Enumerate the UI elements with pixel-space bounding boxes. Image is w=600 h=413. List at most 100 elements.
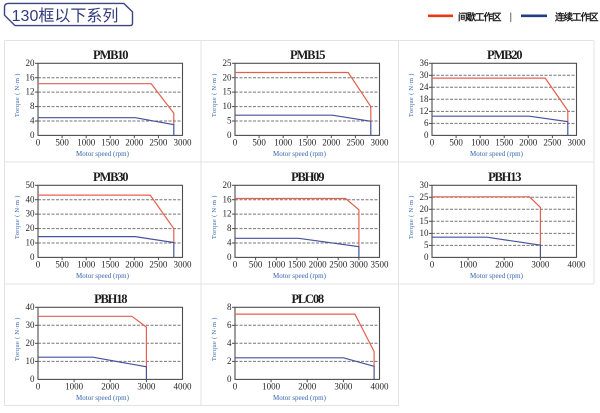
svg-text:Torque ( N·m ): Torque ( N·m ) [211,195,218,239]
svg-text:2000: 2000 [322,137,341,147]
svg-text:2500: 2500 [346,137,365,147]
svg-text:Motor speed (rpm): Motor speed (rpm) [470,150,524,158]
svg-text:30: 30 [26,209,36,219]
svg-text:0: 0 [430,137,435,147]
svg-text:40: 40 [26,194,36,204]
svg-text:6: 6 [227,320,232,330]
svg-text:0: 0 [227,130,232,140]
svg-text:2500: 2500 [543,137,562,147]
svg-text:Motor speed (rpm): Motor speed (rpm) [273,150,327,158]
svg-text:5: 5 [227,116,232,126]
svg-text:50: 50 [26,180,36,190]
svg-text:PMB30: PMB30 [93,170,128,184]
svg-text:1000: 1000 [77,137,96,147]
svg-text:4: 4 [227,338,232,348]
svg-text:30: 30 [26,320,36,330]
svg-text:2000: 2000 [298,381,317,391]
svg-text:500: 500 [252,137,266,147]
svg-text:2500: 2500 [149,137,168,147]
svg-text:|: | [510,12,513,23]
svg-text:36: 36 [420,58,430,68]
svg-text:3000: 3000 [137,381,156,391]
svg-text:0: 0 [36,259,41,269]
svg-text:2: 2 [227,356,232,366]
svg-text:0: 0 [30,252,35,262]
svg-text:8: 8 [227,223,232,233]
svg-text:500: 500 [449,137,463,147]
svg-text:0: 0 [227,252,232,262]
svg-text:0: 0 [36,381,41,391]
svg-text:30: 30 [420,180,430,190]
svg-text:1000: 1000 [262,381,281,391]
svg-text:20: 20 [26,223,36,233]
svg-text:Motor speed (rpm): Motor speed (rpm) [273,272,327,280]
svg-text:PLC08: PLC08 [291,292,323,306]
svg-text:15: 15 [223,87,233,97]
svg-text:20: 20 [26,338,36,348]
svg-text:20: 20 [223,180,233,190]
svg-text:1500: 1500 [495,137,514,147]
svg-text:3000: 3000 [174,259,193,269]
svg-text:0: 0 [30,130,35,140]
svg-text:18: 18 [420,94,430,104]
svg-text:2000: 2000 [495,259,514,269]
svg-text:3000: 3000 [371,137,390,147]
svg-text:4000: 4000 [568,259,587,269]
svg-text:Motor speed (rpm): Motor speed (rpm) [273,394,327,402]
svg-text:0: 0 [30,374,35,384]
svg-text:间歇工作区: 间歇工作区 [458,12,502,24]
svg-text:PBH09: PBH09 [291,170,324,184]
svg-text:12: 12 [420,106,429,116]
svg-text:1500: 1500 [298,137,317,147]
svg-text:1500: 1500 [288,259,307,269]
svg-text:500: 500 [55,259,69,269]
svg-text:10: 10 [26,356,36,366]
svg-text:3000: 3000 [174,137,193,147]
svg-text:Motor speed (rpm): Motor speed (rpm) [76,150,130,158]
svg-text:10: 10 [26,238,36,248]
svg-text:PMB20: PMB20 [487,48,522,62]
svg-text:Torque ( N·m ): Torque ( N·m ) [14,317,21,361]
svg-text:0: 0 [233,137,238,147]
svg-text:3000: 3000 [350,259,369,269]
svg-text:25: 25 [420,192,430,202]
svg-text:20: 20 [26,58,36,68]
svg-text:20: 20 [420,204,430,214]
svg-text:4000: 4000 [174,381,193,391]
svg-text:4: 4 [30,116,35,126]
svg-text:6: 6 [424,118,429,128]
svg-text:500: 500 [249,259,263,269]
svg-text:24: 24 [420,82,430,92]
svg-text:Motor speed (rpm): Motor speed (rpm) [470,272,524,280]
svg-text:40: 40 [26,302,36,312]
svg-text:500: 500 [55,137,69,147]
svg-text:1000: 1000 [267,259,286,269]
svg-text:2000: 2000 [519,137,538,147]
svg-text:130框以下系列: 130框以下系列 [12,7,119,25]
svg-text:2000: 2000 [309,259,328,269]
svg-text:Motor speed (rpm): Motor speed (rpm) [76,272,130,280]
svg-text:30: 30 [420,70,430,80]
svg-text:Torque ( N·m ): Torque ( N·m ) [211,73,218,117]
svg-text:25: 25 [223,58,233,68]
svg-text:PMB15: PMB15 [290,48,325,62]
svg-text:1500: 1500 [101,137,120,147]
svg-text:12: 12 [26,87,35,97]
svg-text:8: 8 [30,101,35,111]
svg-text:Torque ( N·m ): Torque ( N·m ) [408,195,415,239]
svg-text:2000: 2000 [125,259,144,269]
svg-text:10: 10 [223,101,233,111]
svg-text:10: 10 [420,228,430,238]
svg-text:PMB10: PMB10 [93,48,128,62]
svg-text:PBH13: PBH13 [488,170,521,184]
svg-text:0: 0 [227,374,232,384]
svg-text:1000: 1000 [459,259,478,269]
svg-text:2500: 2500 [329,259,348,269]
svg-text:0: 0 [424,252,429,262]
svg-text:2500: 2500 [149,259,168,269]
svg-text:12: 12 [223,209,232,219]
svg-text:Torque ( N·m ): Torque ( N·m ) [14,195,21,239]
svg-text:16: 16 [26,72,36,82]
svg-text:20: 20 [223,72,233,82]
svg-text:3000: 3000 [531,259,550,269]
